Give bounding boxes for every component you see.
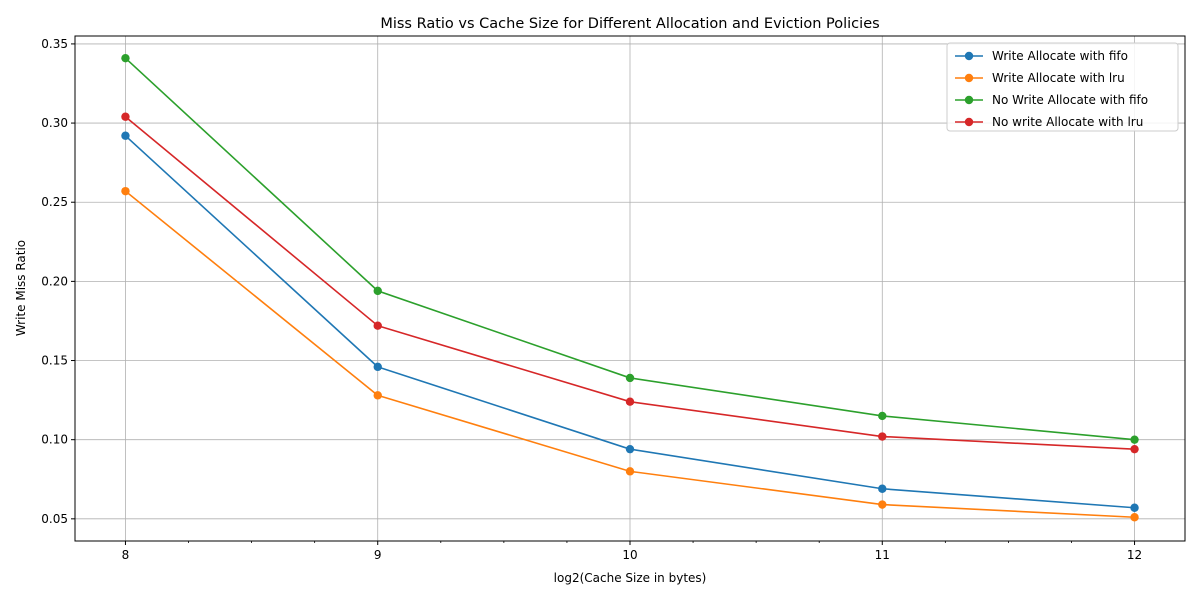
legend-swatch-marker [964, 73, 974, 83]
data-point [121, 186, 130, 196]
x-axis-label: log2(Cache Size in bytes) [554, 571, 707, 585]
data-point [121, 112, 130, 121]
data-point [625, 444, 635, 454]
y-tick-label: 0.05 [41, 512, 68, 526]
data-point [121, 53, 130, 63]
ticks: 8 9 10 11 12 0.05 0.10 0.15 0.20 0.25 0.30 0.35 [41, 37, 1142, 562]
x-tick-label: 8 [122, 548, 130, 562]
chart-title: Miss Ratio vs Cache Size for Different A… [380, 16, 879, 32]
y-axis-label: Write Miss Ratio [14, 240, 28, 336]
x-tick-label: 9 [374, 548, 382, 562]
data-point [625, 467, 635, 476]
y-tick-label: 0.35 [41, 37, 68, 51]
legend-swatch-marker [964, 117, 974, 127]
data-point [625, 397, 635, 406]
data-point [878, 411, 887, 421]
data-point [121, 131, 130, 140]
data-point [625, 373, 635, 383]
x-tick-label: 11 [875, 548, 890, 562]
x-tick-label: 12 [1127, 548, 1142, 562]
y-tick-label: 0.15 [41, 354, 68, 368]
legend-entry: Write Allocate with fifo [992, 49, 1128, 63]
legend-entry: Write Allocate with lru [992, 71, 1125, 85]
x-tick-label: 10 [622, 548, 637, 562]
series-layer [121, 53, 1139, 522]
data-point [373, 286, 382, 296]
legend-swatch-marker [964, 51, 974, 61]
legend-entry: No Write Allocate with fifo [992, 93, 1148, 107]
y-tick-label: 0.10 [41, 433, 68, 447]
data-point [373, 321, 382, 330]
data-point [878, 484, 887, 493]
data-point [878, 432, 887, 441]
data-point [373, 362, 382, 372]
y-tick-label: 0.25 [41, 195, 68, 209]
y-tick-label: 0.20 [41, 274, 68, 288]
legend-box [946, 42, 1179, 132]
data-point [373, 391, 382, 400]
data-point [1130, 435, 1139, 444]
y-tick-label: 0.30 [41, 116, 68, 130]
data-point [1130, 444, 1139, 454]
legend: Write Allocate with fifo Write Allocate w… [946, 42, 1179, 132]
legend-swatch-marker [964, 95, 974, 105]
data-point [1130, 513, 1139, 522]
data-point [1130, 503, 1139, 512]
data-point [878, 500, 887, 509]
grid [75, 36, 1185, 541]
legend-entry: No write Allocate with lru [992, 115, 1143, 129]
